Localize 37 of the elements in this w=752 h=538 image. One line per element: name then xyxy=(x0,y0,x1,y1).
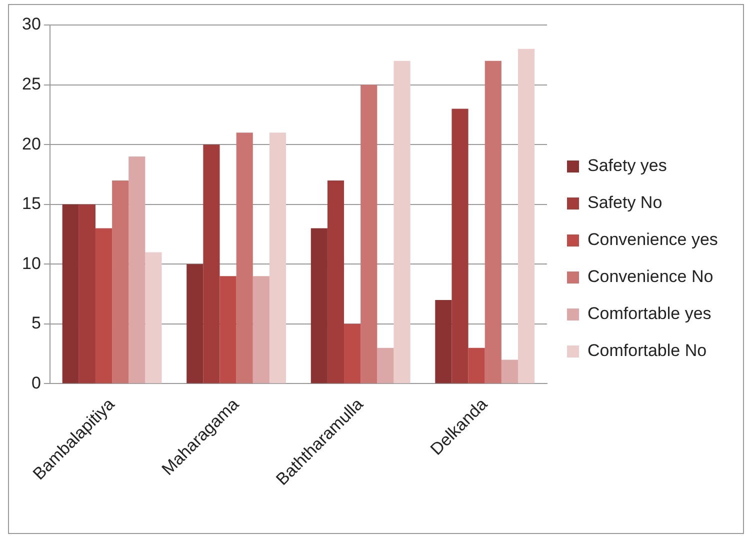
bar xyxy=(327,180,344,384)
bar xyxy=(62,204,79,384)
y-tick-label: 30 xyxy=(22,14,41,34)
y-tick-label: 10 xyxy=(22,254,41,273)
bar xyxy=(203,144,220,384)
bar xyxy=(128,156,146,384)
y-tick-label: 15 xyxy=(22,194,41,214)
legend-label: Comfortable yes xyxy=(588,304,712,324)
bar xyxy=(95,228,112,384)
bar xyxy=(435,300,452,384)
legend-label: Convenience yes xyxy=(588,230,718,250)
bar xyxy=(360,84,378,384)
bar xyxy=(236,132,253,384)
bar xyxy=(468,348,485,384)
bar xyxy=(112,180,129,384)
bar xyxy=(78,204,96,384)
bar xyxy=(501,360,518,384)
bar xyxy=(145,252,162,384)
y-tick-label: 0 xyxy=(31,373,41,392)
bar xyxy=(220,276,236,384)
bar xyxy=(310,228,328,384)
y-tick-label: 25 xyxy=(22,74,41,94)
bar xyxy=(394,60,410,384)
bar xyxy=(252,276,270,384)
bar xyxy=(484,60,502,384)
bar xyxy=(377,348,394,384)
y-tick-label: 5 xyxy=(31,314,41,333)
legend-label: Safety No xyxy=(588,193,662,212)
legend-label: Safety yes xyxy=(588,156,667,176)
legend-label: Convenience No xyxy=(588,267,714,286)
bar xyxy=(186,264,204,384)
bar xyxy=(269,132,286,384)
legend-label: Comfortable No xyxy=(588,341,707,360)
bar xyxy=(344,324,361,384)
bar xyxy=(452,108,468,384)
y-tick-label: 20 xyxy=(22,134,41,154)
bar xyxy=(518,48,535,384)
